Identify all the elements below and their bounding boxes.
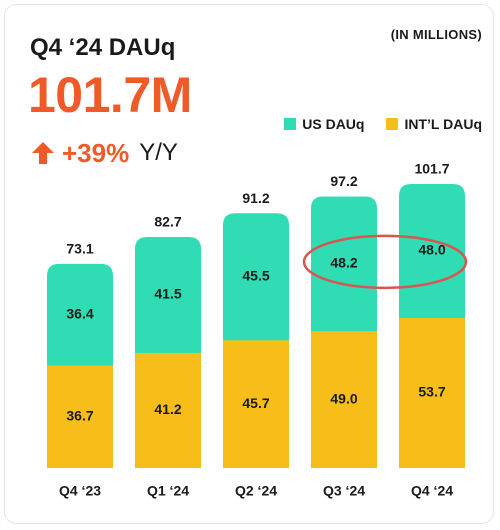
x-tick-0: Q4 ‘23 bbox=[59, 483, 101, 499]
arrow-up-icon bbox=[32, 142, 54, 164]
x-tick-2: Q2 ‘24 bbox=[235, 483, 277, 499]
label-us-0: 36.4 bbox=[66, 305, 93, 321]
units-label: (IN MILLIONS) bbox=[390, 27, 482, 42]
yoy-suffix: Y/Y bbox=[139, 139, 178, 166]
chart-legend: US DAUq INT’L DAUq bbox=[284, 116, 482, 132]
x-tick-4: Q4 ‘24 bbox=[411, 483, 453, 499]
highlight-ellipse bbox=[302, 234, 468, 290]
headline-value: 101.7M bbox=[28, 67, 192, 123]
label-us-2: 45.5 bbox=[242, 268, 269, 284]
legend-swatch-us bbox=[284, 118, 297, 130]
legend-item-us: US DAUq bbox=[284, 116, 364, 132]
yoy-change: +39% Y/Y bbox=[30, 138, 178, 168]
label-total-4: 101.7 bbox=[414, 161, 449, 177]
label-intl-0: 36.7 bbox=[66, 407, 93, 423]
label-total-3: 97.2 bbox=[330, 173, 357, 189]
bar-intl-2 bbox=[223, 340, 289, 468]
label-intl-3: 49.0 bbox=[330, 390, 357, 406]
bar-us-3 bbox=[311, 196, 377, 334]
bar-intl-0 bbox=[47, 365, 113, 468]
bar-us-2 bbox=[223, 213, 289, 343]
label-total-0: 73.1 bbox=[66, 241, 93, 257]
label-us-4: 48.0 bbox=[418, 242, 445, 258]
x-tick-1: Q1 ‘24 bbox=[147, 483, 189, 499]
bar-intl-1 bbox=[135, 352, 201, 468]
chart-title: Q4 ‘24 DAUq bbox=[30, 34, 176, 61]
yoy-percent: +39% bbox=[62, 137, 130, 168]
label-us-3: 48.2 bbox=[330, 255, 357, 271]
label-intl-4: 53.7 bbox=[418, 384, 445, 400]
label-total-1: 82.7 bbox=[154, 214, 181, 230]
legend-label-intl: INT’L DAUq bbox=[404, 116, 482, 132]
legend-item-intl: INT’L DAUq bbox=[386, 116, 482, 132]
label-intl-1: 41.2 bbox=[154, 401, 181, 417]
bar-us-0 bbox=[47, 263, 113, 368]
label-us-1: 41.5 bbox=[154, 286, 181, 302]
label-total-2: 91.2 bbox=[242, 190, 269, 206]
legend-swatch-intl bbox=[386, 118, 399, 130]
bar-us-1 bbox=[135, 237, 201, 355]
legend-label-us: US DAUq bbox=[302, 116, 365, 132]
x-tick-3: Q3 ‘24 bbox=[323, 483, 365, 499]
bar-intl-4 bbox=[399, 318, 465, 468]
bar-intl-3 bbox=[311, 331, 377, 468]
label-intl-2: 45.7 bbox=[242, 395, 269, 411]
